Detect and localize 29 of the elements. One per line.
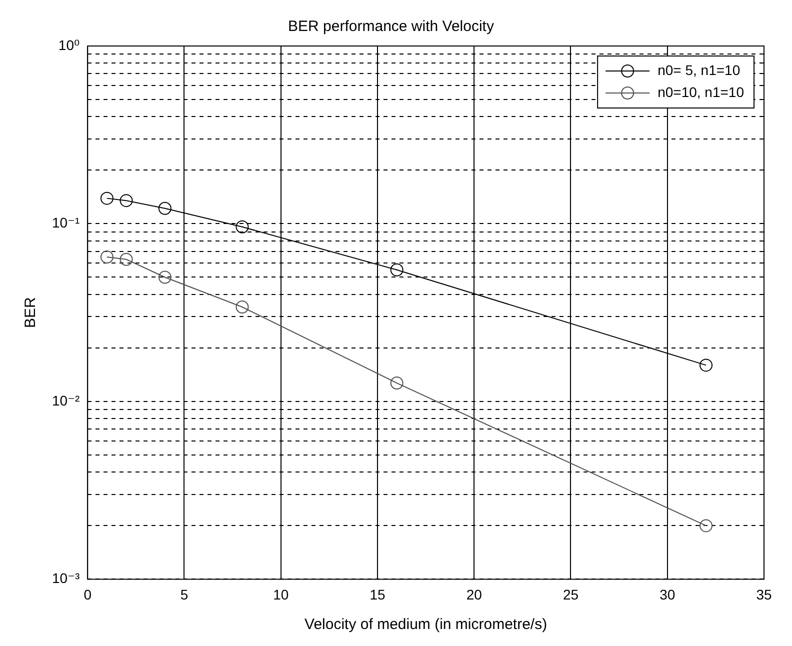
x-tick-label: 5	[180, 586, 188, 602]
point	[700, 358, 713, 372]
y-tick-label: 10⁻³	[52, 570, 80, 586]
x-tick-label: 10	[273, 586, 289, 602]
legend-label: n0=10, n1=10	[658, 84, 744, 100]
point	[390, 376, 404, 390]
x-tick-label: 35	[756, 586, 772, 602]
legend-label: n0= 5, n1=10	[658, 62, 740, 78]
x-tick-label: 30	[660, 586, 676, 602]
x-tick-label: 25	[562, 586, 579, 602]
x-axis-title: Velocity of medium (in micrometre/s)	[304, 616, 548, 634]
point	[700, 519, 713, 532]
x-tick-label: 0	[84, 586, 92, 602]
chart-title: BER performance with Velocity	[288, 18, 494, 36]
point	[390, 263, 404, 276]
x-tick-label: 20	[466, 586, 482, 602]
x-tick-label: 15	[370, 586, 386, 602]
y-axis-title: BER	[22, 297, 40, 328]
point	[236, 300, 249, 314]
point	[120, 252, 133, 266]
y-tick-label: 10⁻²	[52, 392, 80, 408]
y-tick-label: 10⁰	[58, 36, 80, 53]
point	[100, 192, 114, 205]
point	[158, 270, 172, 284]
point	[236, 220, 249, 234]
point	[100, 250, 114, 264]
point	[120, 194, 133, 208]
y-tick-label: 10⁻¹	[52, 214, 80, 231]
point	[158, 202, 172, 215]
